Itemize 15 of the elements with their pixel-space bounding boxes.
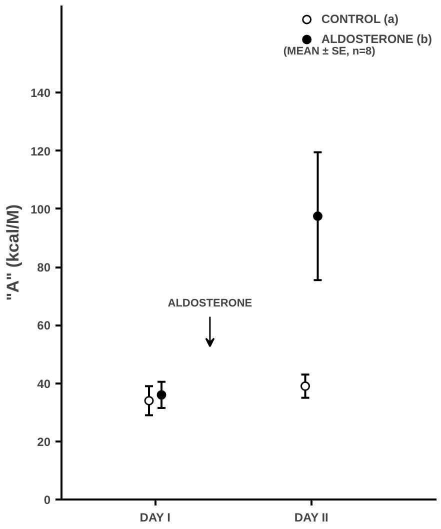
annotation: (MEAN ± SE, n=8) xyxy=(283,45,376,58)
y-axis-title: "A" (kcal/M) xyxy=(3,204,22,301)
y-tick-label: 40 xyxy=(37,376,51,391)
y-tick-label: 80 xyxy=(37,260,51,275)
legend-label: CONTROL (a) xyxy=(321,12,398,26)
annotation: ALDOSTERONE xyxy=(168,297,252,310)
y-tick-label: 140 xyxy=(30,86,51,100)
legend-label: ALDOSTERONE (b) xyxy=(321,32,432,46)
y-tick-label: 100 xyxy=(30,202,51,216)
y-tick-label: 0 xyxy=(44,493,51,507)
y-tick-label: 20 xyxy=(37,434,51,449)
y-tick-label: 120 xyxy=(30,144,51,158)
x-tick-label: DAY I xyxy=(140,510,170,524)
x-tick-label: DAY II xyxy=(294,510,328,524)
y-tick-label: 60 xyxy=(37,318,51,333)
